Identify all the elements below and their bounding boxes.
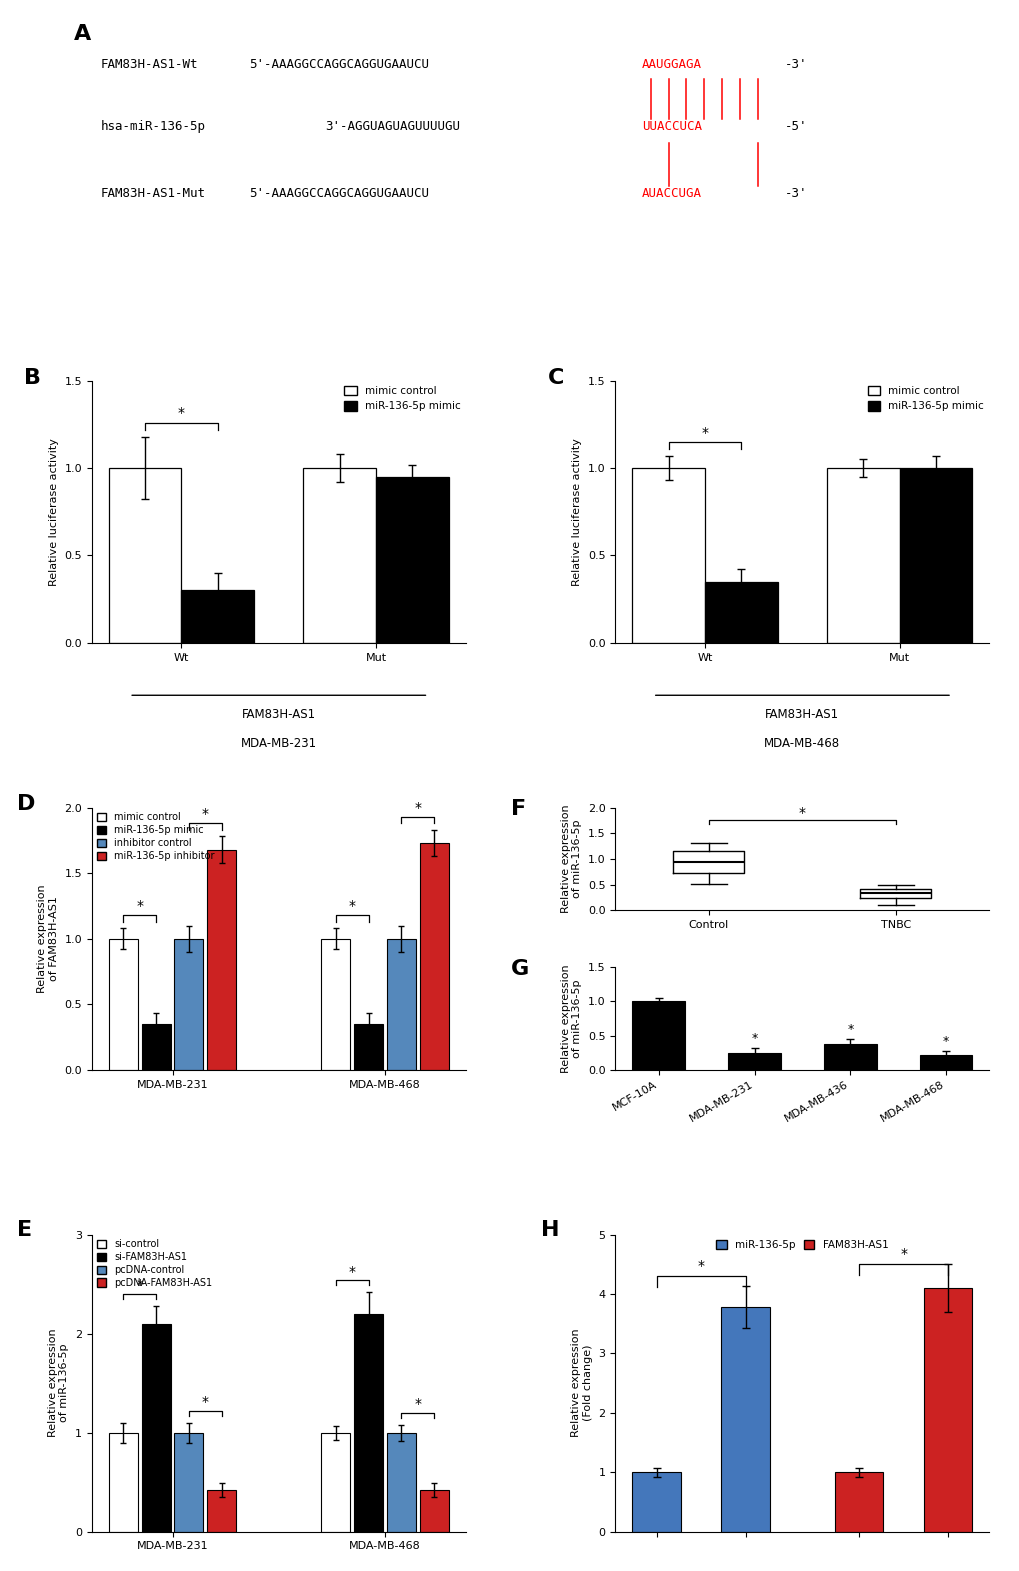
Bar: [207, 1491, 236, 1532]
Y-axis label: Relative expression
(Fold change): Relative expression (Fold change): [571, 1329, 592, 1437]
Bar: [142, 1324, 170, 1532]
Text: *: *: [137, 899, 143, 913]
Text: *: *: [137, 1279, 143, 1293]
Bar: [420, 1491, 448, 1532]
Text: UUACCUCA: UUACCUCA: [641, 119, 701, 132]
Bar: [923, 1288, 971, 1532]
Bar: [386, 1433, 416, 1532]
Y-axis label: Relative expression
of miR-136-5p: Relative expression of miR-136-5p: [560, 804, 582, 913]
Text: 5'-AAAGGCCAGGCAGGUGAAUCU: 5'-AAAGGCCAGGCAGGUGAAUCU: [249, 187, 428, 200]
Y-axis label: Relative expression
of miR-136-5p: Relative expression of miR-136-5p: [560, 965, 582, 1073]
Text: C: C: [547, 368, 564, 388]
Text: AAUGGAGA: AAUGGAGA: [641, 58, 701, 71]
Text: F: F: [511, 800, 525, 820]
Text: *: *: [701, 426, 708, 440]
Bar: [826, 468, 899, 643]
Text: *: *: [202, 1395, 209, 1409]
Text: *: *: [697, 1258, 704, 1273]
Text: hsa-miR-136-5p: hsa-miR-136-5p: [101, 119, 206, 132]
Bar: [834, 1472, 882, 1532]
Text: FAM83H-AS1: FAM83H-AS1: [242, 709, 316, 721]
Bar: [174, 1433, 203, 1532]
Bar: [420, 844, 448, 1070]
Bar: [321, 1433, 350, 1532]
Text: *: *: [899, 1247, 906, 1262]
Y-axis label: Relative expression
of miR-136-5p: Relative expression of miR-136-5p: [48, 1329, 69, 1437]
Text: MDA-MB-468: MDA-MB-468: [763, 737, 840, 751]
Y-axis label: Relative expression
of FAM83H-AS1: Relative expression of FAM83H-AS1: [37, 884, 59, 993]
Bar: [304, 468, 376, 643]
Bar: [174, 939, 203, 1070]
Bar: [354, 1313, 383, 1532]
Text: *: *: [348, 899, 356, 913]
Bar: [207, 850, 236, 1070]
Text: E: E: [17, 1219, 32, 1240]
Y-axis label: Relative luciferase activity: Relative luciferase activity: [49, 438, 59, 586]
Bar: [181, 591, 254, 643]
Text: -3': -3': [784, 58, 806, 71]
Text: *: *: [414, 801, 421, 815]
Text: *: *: [348, 1265, 356, 1279]
Bar: [704, 581, 776, 643]
Text: B: B: [24, 368, 42, 388]
Text: MDA-MB-231: MDA-MB-231: [240, 737, 317, 751]
Text: H: H: [540, 1219, 558, 1240]
Text: G: G: [511, 958, 529, 979]
Text: A: A: [73, 24, 91, 44]
Bar: [919, 1054, 971, 1070]
Bar: [109, 1433, 138, 1532]
Bar: [632, 1472, 681, 1532]
Bar: [142, 1024, 170, 1070]
Text: *: *: [798, 806, 805, 820]
Bar: [109, 468, 181, 643]
Y-axis label: Relative luciferase activity: Relative luciferase activity: [572, 438, 582, 586]
Text: D: D: [17, 795, 36, 814]
Bar: [823, 1043, 875, 1070]
Legend: mimic control, miR-136-5p mimic, inhibitor control, miR-136-5p inhibitor: mimic control, miR-136-5p mimic, inhibit…: [97, 812, 214, 861]
Text: *: *: [414, 1397, 421, 1411]
Legend: mimic control, miR-136-5p mimic: mimic control, miR-136-5p mimic: [867, 386, 983, 412]
Bar: [632, 468, 704, 643]
Bar: [720, 1307, 769, 1532]
Bar: [354, 1024, 383, 1070]
Text: FAM83H-AS1: FAM83H-AS1: [764, 709, 839, 721]
Bar: [386, 939, 416, 1070]
Text: *: *: [751, 1032, 757, 1045]
Legend: miR-136-5p, FAM83H-AS1: miR-136-5p, FAM83H-AS1: [715, 1240, 888, 1251]
Bar: [376, 476, 448, 643]
Legend: si-control, si-FAM83H-AS1, pcDNA-control, pcDNA-FAM83H-AS1: si-control, si-FAM83H-AS1, pcDNA-control…: [97, 1240, 212, 1288]
Bar: [899, 468, 971, 643]
Text: 3'-AGGUAGUAGUUUUGU: 3'-AGGUAGUAGUUUUGU: [325, 119, 460, 132]
Text: -5': -5': [784, 119, 806, 132]
Text: FAM83H-AS1-Wt: FAM83H-AS1-Wt: [101, 58, 198, 71]
Legend: mimic control, miR-136-5p mimic: mimic control, miR-136-5p mimic: [343, 386, 461, 412]
Bar: [321, 939, 350, 1070]
Text: *: *: [202, 807, 209, 822]
Text: -3': -3': [784, 187, 806, 200]
Text: 5'-AAAGGCCAGGCAGGUGAAUCU: 5'-AAAGGCCAGGCAGGUGAAUCU: [249, 58, 428, 71]
Text: *: *: [942, 1035, 949, 1048]
Text: FAM83H-AS1-Mut: FAM83H-AS1-Mut: [101, 187, 206, 200]
Bar: [728, 1053, 781, 1070]
Text: AUACCUGA: AUACCUGA: [641, 187, 701, 200]
Bar: [632, 1001, 685, 1070]
Text: *: *: [847, 1023, 853, 1037]
Bar: [109, 939, 138, 1070]
Text: *: *: [177, 407, 184, 421]
